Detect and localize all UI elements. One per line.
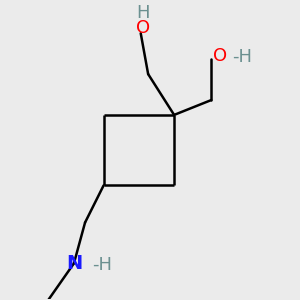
Text: O: O — [136, 19, 150, 37]
Text: H: H — [136, 4, 149, 22]
Text: -H: -H — [92, 256, 112, 274]
Text: N: N — [66, 254, 82, 273]
Text: -H: -H — [232, 48, 252, 66]
Text: O: O — [213, 46, 227, 64]
